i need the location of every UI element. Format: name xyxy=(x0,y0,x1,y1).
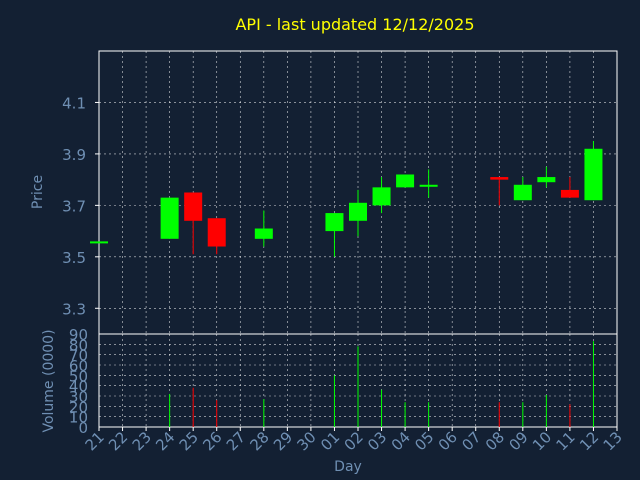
x-tick-label: 01 xyxy=(317,428,343,454)
price-y-tick-label: 3.5 xyxy=(62,249,86,267)
candle xyxy=(349,189,367,237)
candle xyxy=(419,169,438,198)
candle-body xyxy=(419,184,438,187)
x-axis-label: Day xyxy=(334,459,362,475)
candlesticks xyxy=(90,141,603,257)
candle xyxy=(372,177,391,214)
x-tick-label: 23 xyxy=(129,428,155,454)
x-tick-label: 06 xyxy=(435,428,461,454)
candle-body xyxy=(490,177,509,180)
x-tick-label: 27 xyxy=(223,428,249,454)
price-y-tick-label: 4.1 xyxy=(62,94,86,112)
candle-body xyxy=(207,218,226,247)
volume-y-tick-label: 90 xyxy=(69,326,88,344)
price-y-tick-labels: 3.3 3.5 3.7 3.9 4.1 xyxy=(62,94,99,318)
x-tick-label: 24 xyxy=(152,428,178,454)
x-tick-label: 09 xyxy=(505,428,531,454)
x-tick-label: 02 xyxy=(341,428,367,454)
volume-y-tick-label: 60 xyxy=(69,357,88,375)
candle-body xyxy=(160,197,179,239)
x-tick-label: 11 xyxy=(553,428,579,454)
x-tick-label: 04 xyxy=(388,428,414,454)
candle-body xyxy=(560,189,579,198)
chart-title: API - last updated 12/12/2025 xyxy=(235,15,474,34)
volume-y-tick-label: 70 xyxy=(69,347,88,365)
candle-body xyxy=(513,184,532,201)
price-y-tick-label: 3.3 xyxy=(62,300,86,318)
volume-y-tick-label: 30 xyxy=(69,388,88,406)
price-y-tick-label: 3.9 xyxy=(62,146,86,164)
candle xyxy=(160,197,179,239)
candle xyxy=(560,177,579,198)
price-axis-label: Price xyxy=(30,175,46,209)
volume-y-tick-label: 40 xyxy=(69,378,88,396)
x-tick-label: 26 xyxy=(199,428,225,454)
candle-body xyxy=(184,192,203,221)
x-tick-label: 25 xyxy=(176,428,202,454)
candle xyxy=(90,241,108,244)
candle-body xyxy=(396,174,415,188)
x-tick-label: 30 xyxy=(294,428,320,454)
volume-y-tick-label: 80 xyxy=(69,336,88,354)
price-y-tick-label: 3.7 xyxy=(62,197,86,215)
x-tick-label: 05 xyxy=(411,428,437,454)
candle xyxy=(513,177,532,201)
candle xyxy=(537,166,556,188)
candle xyxy=(396,174,415,188)
x-tick-label: 22 xyxy=(105,428,131,454)
x-tick-labels: 2122232425262728293001020304050607080910… xyxy=(82,427,626,454)
volume-axis-label: Volume (0000) xyxy=(41,329,57,432)
volume-y-tick-label: 0 xyxy=(78,419,88,437)
candle-body xyxy=(372,187,391,206)
candle-body xyxy=(349,202,367,221)
x-tick-label: 12 xyxy=(576,428,602,454)
x-tick-label: 13 xyxy=(600,428,626,454)
candle xyxy=(490,177,509,206)
volume-y-tick-label: 10 xyxy=(69,409,88,427)
x-tick-label: 29 xyxy=(270,428,296,454)
x-tick-label: 10 xyxy=(529,428,555,454)
volume-bars xyxy=(169,341,594,427)
candle xyxy=(254,210,273,247)
volume-y-tick-label: 50 xyxy=(69,367,88,385)
candle-body xyxy=(584,148,603,201)
candle-body xyxy=(325,213,344,232)
candle-body xyxy=(90,241,108,244)
x-tick-label: 03 xyxy=(364,428,390,454)
candle-body xyxy=(537,177,556,183)
x-tick-label: 07 xyxy=(458,428,484,454)
candle-body xyxy=(254,228,273,239)
volume-y-tick-label: 20 xyxy=(69,398,88,416)
candle xyxy=(184,192,203,255)
candle xyxy=(207,218,226,255)
candle xyxy=(584,141,603,201)
candle xyxy=(325,213,344,257)
x-tick-label: 28 xyxy=(246,428,272,454)
x-tick-label: 08 xyxy=(482,428,508,454)
